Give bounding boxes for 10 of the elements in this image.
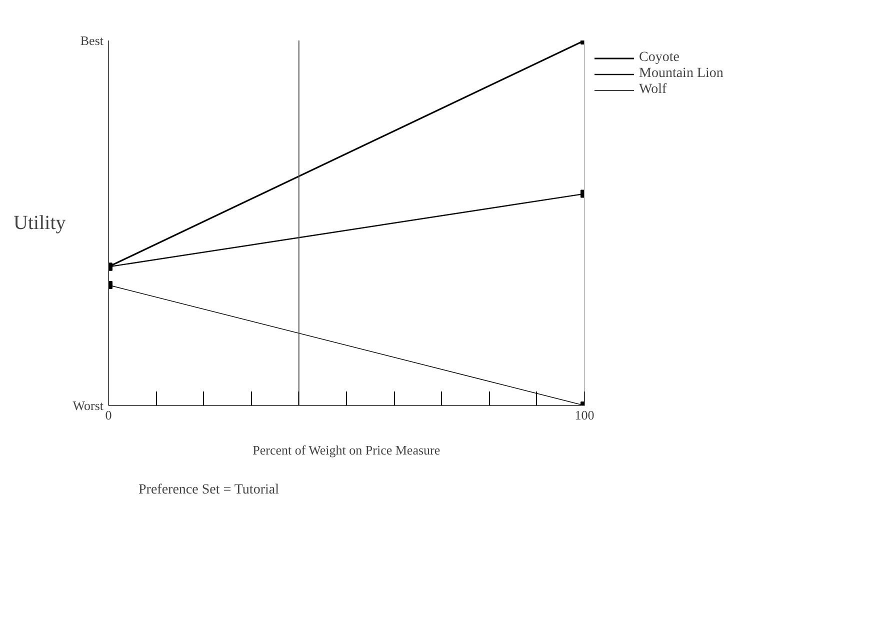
text: Best	[80, 33, 104, 48]
legend-label: Wolf	[639, 82, 667, 98]
legend-label: Coyote	[639, 50, 680, 66]
y-axis-title: Utility	[14, 212, 66, 234]
legend-label: Mountain Lion	[639, 66, 724, 82]
text: Worst	[72, 398, 104, 413]
x-tick-label: 100	[574, 408, 594, 422]
text: Preference Set = Tutorial	[138, 482, 280, 498]
x-axis-title: Percent of Weight on Price Measure	[252, 442, 440, 458]
x-tick-label: 0	[105, 408, 112, 422]
